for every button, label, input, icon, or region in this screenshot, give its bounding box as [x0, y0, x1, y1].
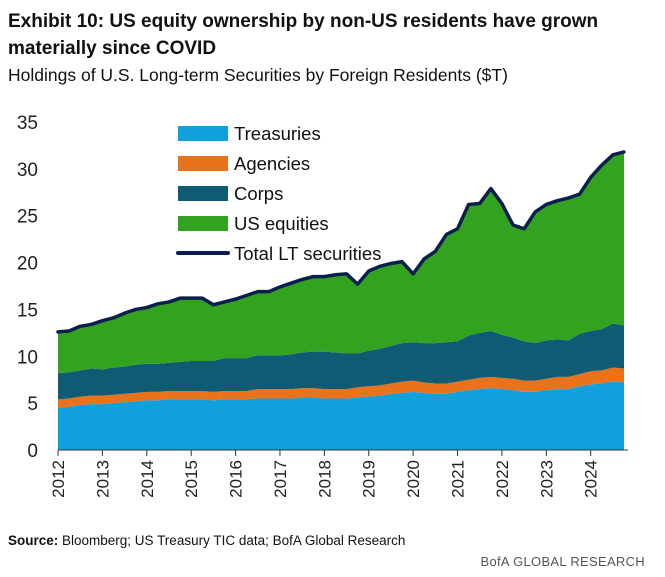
- brand-footer: BofA GLOBAL RESEARCH: [480, 554, 645, 569]
- legend: Treasuries Agencies Corps US equities Total …: [176, 123, 381, 264]
- chart-subtitle: Holdings of U.S. Long-term Securities by…: [8, 65, 508, 85]
- legend-swatch: [178, 156, 228, 171]
- x-tick-label: 2015: [182, 460, 201, 498]
- x-tick-label: 2012: [49, 460, 68, 498]
- chart-title: Exhibit 10: US equity ownership by non-U…: [8, 11, 599, 59]
- x-tick-label: 2024: [582, 460, 601, 498]
- x-tick-label: 2017: [271, 460, 290, 498]
- legend-label: Treasuries: [234, 123, 321, 144]
- line-total-lt-securities: [56, 150, 626, 334]
- area-corps: [58, 323, 624, 400]
- y-tick-label: 35: [17, 113, 38, 134]
- legend-swatch: [178, 186, 228, 201]
- x-tick-label: 2023: [537, 460, 556, 498]
- legend-label: Total LT securities: [234, 243, 381, 264]
- total-line-layer: [56, 150, 626, 334]
- area-treasuries: [58, 381, 624, 450]
- x-tick-label: 2014: [138, 460, 157, 498]
- source-label: Source:: [8, 533, 59, 548]
- area-layers: [58, 151, 624, 450]
- axes: 0 5 10 15 20 25 30 35 2012 2013 2014 2015 2016 2017 20…: [17, 113, 628, 498]
- legend-label: Corps: [234, 183, 283, 204]
- y-tick-label: 10: [17, 347, 38, 368]
- y-tick-label: 20: [17, 254, 38, 275]
- legend-label: US equities: [234, 213, 329, 234]
- source-text: Bloomberg; US Treasury TIC data; BofA Gl…: [58, 533, 406, 548]
- source-note: Source: Bloomberg; US Treasury TIC data;…: [8, 533, 405, 548]
- x-tick-label: 2022: [493, 460, 512, 498]
- x-tick-label: 2013: [93, 460, 112, 498]
- x-tick-label: 2018: [315, 460, 334, 498]
- x-tick-label: 2020: [404, 460, 423, 498]
- y-tick-label: 15: [17, 300, 38, 321]
- x-tick-label: 2016: [227, 460, 246, 498]
- y-tick-label: 5: [27, 394, 38, 415]
- y-tick-label: 25: [17, 207, 38, 228]
- legend-label: Agencies: [234, 153, 310, 174]
- y-tick-label: 30: [17, 160, 38, 181]
- area-us-equities: [58, 151, 624, 374]
- legend-swatch: [178, 216, 228, 231]
- x-tick-label: 2019: [360, 460, 379, 498]
- x-tick-label: 2021: [449, 460, 468, 498]
- y-tick-label: 0: [27, 441, 38, 462]
- legend-swatch: [178, 126, 228, 141]
